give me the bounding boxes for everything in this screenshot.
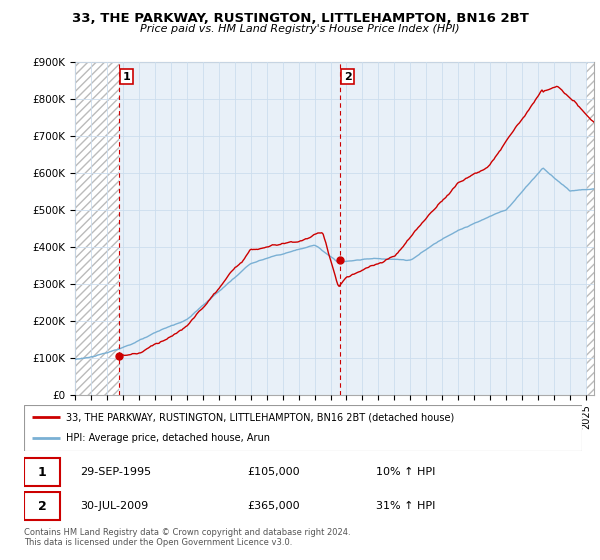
Bar — [586, 62, 594, 395]
Bar — [24, 492, 60, 520]
Text: HPI: Average price, detached house, Arun: HPI: Average price, detached house, Arun — [66, 433, 270, 444]
Text: 33, THE PARKWAY, RUSTINGTON, LITTLEHAMPTON, BN16 2BT: 33, THE PARKWAY, RUSTINGTON, LITTLEHAMPT… — [71, 12, 529, 25]
Text: 33, THE PARKWAY, RUSTINGTON, LITTLEHAMPTON, BN16 2BT (detached house): 33, THE PARKWAY, RUSTINGTON, LITTLEHAMPT… — [66, 412, 454, 422]
Text: 29-SEP-1995: 29-SEP-1995 — [80, 467, 151, 477]
Text: Contains HM Land Registry data © Crown copyright and database right 2024.
This d: Contains HM Land Registry data © Crown c… — [24, 528, 350, 547]
Text: 30-JUL-2009: 30-JUL-2009 — [80, 501, 148, 511]
Text: 10% ↑ HPI: 10% ↑ HPI — [376, 467, 435, 477]
Bar — [75, 62, 119, 395]
Text: Price paid vs. HM Land Registry's House Price Index (HPI): Price paid vs. HM Land Registry's House … — [140, 24, 460, 34]
Bar — [24, 458, 60, 486]
Text: £365,000: £365,000 — [247, 501, 300, 511]
Text: £105,000: £105,000 — [247, 467, 300, 477]
Text: 1: 1 — [123, 72, 131, 82]
Text: 2: 2 — [38, 500, 47, 513]
Text: 2: 2 — [344, 72, 352, 82]
Text: 1: 1 — [38, 465, 47, 479]
Text: 31% ↑ HPI: 31% ↑ HPI — [376, 501, 435, 511]
